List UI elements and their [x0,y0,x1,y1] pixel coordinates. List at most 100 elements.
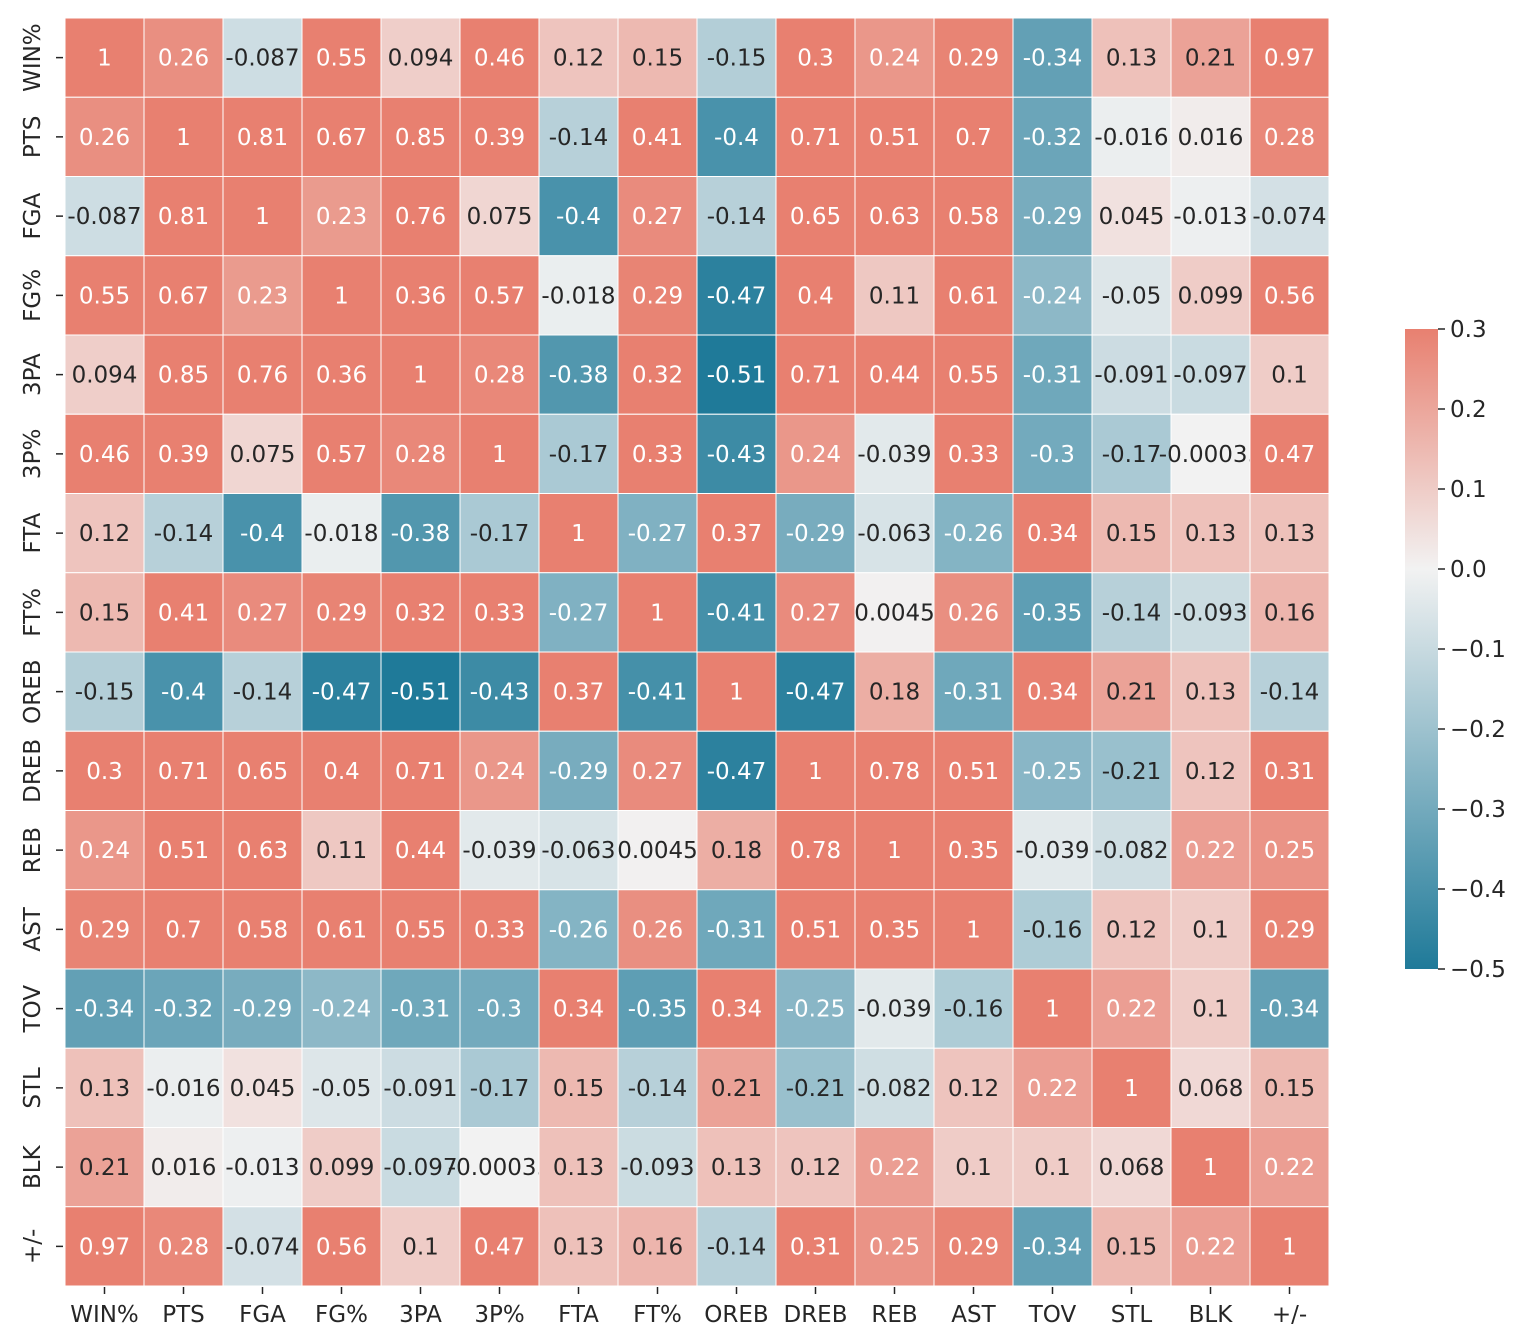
cell-value-label: -0.091 [1094,363,1168,389]
heatmap-cell [775,1047,856,1128]
heatmap-cell [696,96,777,177]
cell-value-label: -0.51 [707,363,767,389]
heatmap-cell [1170,1047,1251,1128]
heatmap-cell [1249,572,1330,653]
colorbar: 0.3 0.2 0.1 0.0 −0.1 −0.2 −0.3 −0.4 −0.5 [1405,317,1506,983]
cell-value-label: -0.097 [383,1155,457,1181]
heatmap-cell [775,968,856,1049]
cell-value-label: -0.17 [470,1076,530,1102]
x-tick-label: FGA [239,1302,286,1328]
cell-value-label: 0.21 [1106,680,1157,706]
heatmap-cell [380,889,461,970]
colorbar-tick-label: −0.4 [1450,877,1506,903]
cell-value-label: 0.21 [1185,46,1236,72]
cell-value-label: -0.097 [1173,363,1247,389]
cell-value-label: 0.58 [948,204,999,230]
cell-value-label: -0.018 [541,283,615,309]
heatmap-cell [143,255,224,336]
heatmap-cell [854,889,935,970]
cell-value-label: 0.55 [79,283,130,309]
heatmap-cell [459,334,540,415]
cell-value-label: -0.4 [714,125,759,151]
x-tick-label: STL [1111,1302,1153,1328]
cell-value-label: -0.24 [312,997,372,1023]
heatmap-cell [854,176,935,257]
heatmap-cell [380,176,461,257]
heatmap-cell [933,413,1014,494]
heatmap-cell [301,413,382,494]
x-tick-label: FG% [315,1302,368,1328]
cell-value-label: 0.26 [158,46,209,72]
cell-value-label: 0.28 [158,1234,209,1260]
heatmap-cell [1170,968,1251,1049]
heatmap-cell [380,1047,461,1128]
y-tick-label: DREB [20,739,46,803]
heatmap-cell [617,1047,698,1128]
cell-value-label: 0.61 [948,283,999,309]
cell-value-label: 0.1 [1271,363,1308,389]
heatmap-cell [222,493,303,574]
heatmap-cell [617,572,698,653]
heatmap-cell [459,572,540,653]
heatmap-cell [538,889,619,970]
heatmap-cell [933,96,1014,177]
cell-value-label: -0.38 [391,521,451,547]
heatmap-cell [222,572,303,653]
cell-value-label: -0.51 [391,680,451,706]
cell-value-label: 0.26 [632,917,683,943]
heatmap-cell [775,572,856,653]
y-axis-labels: WIN% PTS FGA FG% 3PA 3P% FTA FT% OREB DREB REB AST T… [20,23,63,1264]
cell-value-label: -0.093 [1173,600,1247,626]
y-tick-label: OREB [20,659,46,723]
cell-value-label: 0.65 [790,204,841,230]
cell-value-label: 0.29 [632,283,683,309]
heatmap-cell [459,889,540,970]
heatmap-cell [222,810,303,891]
cell-value-label: 0.4 [323,759,360,785]
cell-value-label: 0.33 [948,442,999,468]
heatmap-cell [222,255,303,336]
heatmap-cell [538,413,619,494]
cell-value-label: -0.4 [556,204,601,230]
cell-value-label: 0.094 [72,363,138,389]
heatmap-cell [64,17,145,98]
cell-value-label: 0.71 [158,759,209,785]
cell-value-label: -0.00033 [448,1155,551,1181]
heatmap-cell [538,730,619,811]
cell-value-label: 0.47 [1264,442,1315,468]
cell-value-label: 1 [492,442,507,468]
cell-value-label: 0.016 [151,1155,217,1181]
heatmap-cell [1091,572,1172,653]
cell-value-label: 0.29 [79,917,130,943]
heatmap-cell [933,572,1014,653]
heatmap-cell [143,96,224,177]
heatmap-cell [301,730,382,811]
heatmap-cell [1249,493,1330,574]
cell-value-label: 0.55 [948,363,999,389]
heatmap-cell [301,1047,382,1128]
cell-value-label: 0.47 [474,1234,525,1260]
x-tick-label: +/- [1272,1302,1307,1328]
cell-value-label: 0.33 [474,917,525,943]
cell-value-label: -0.082 [857,1076,931,1102]
cell-value-label: 1 [571,521,586,547]
cell-value-label: 1 [1045,997,1060,1023]
cell-value-label: 0.44 [395,838,446,864]
cell-value-label: 0.016 [1178,125,1244,151]
y-tick-label: FTA [20,512,46,553]
cell-value-label: 0.85 [158,363,209,389]
heatmap-cell [222,1047,303,1128]
cell-value-label: 1 [176,125,191,151]
heatmap-cell [696,1047,777,1128]
cell-value-label: 0.71 [790,125,841,151]
cell-value-label: -0.14 [549,125,609,151]
x-tick-label: WIN% [70,1302,139,1328]
cell-value-label: 0.22 [1264,1155,1315,1181]
colorbar-tick-label: 0.1 [1450,477,1487,503]
cell-value-label: 0.67 [316,125,367,151]
heatmap-cell [1091,413,1172,494]
cell-value-label: 0.21 [79,1155,130,1181]
cell-value-label: -0.018 [304,521,378,547]
heatmap-cell [1170,493,1251,574]
heatmap-cell [64,968,145,1049]
